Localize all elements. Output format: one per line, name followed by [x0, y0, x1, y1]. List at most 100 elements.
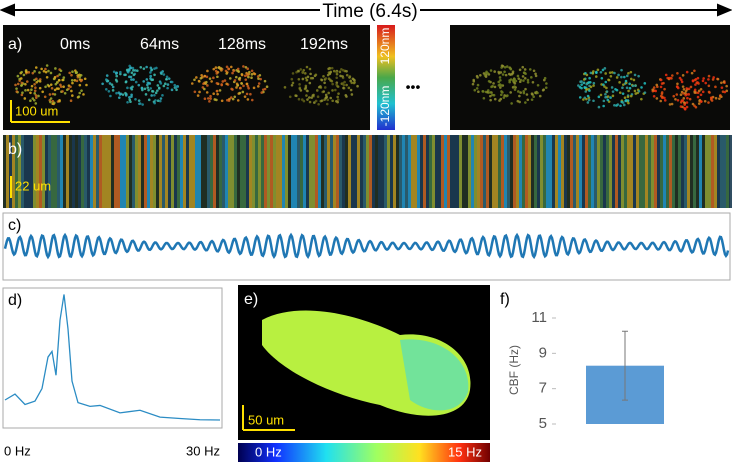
speckle — [586, 101, 590, 104]
speckle — [327, 77, 331, 81]
speckle — [206, 97, 210, 100]
speckle — [30, 88, 33, 92]
stripe — [537, 135, 540, 208]
stripe — [30, 135, 33, 208]
axis-label: 30 Hz — [186, 443, 220, 458]
speckle — [44, 70, 48, 74]
speckle — [619, 104, 622, 108]
speckle — [712, 76, 715, 79]
speckle — [627, 71, 630, 75]
speckle — [629, 70, 633, 74]
speckle — [691, 79, 695, 83]
speckle — [31, 97, 35, 100]
speckle — [119, 92, 123, 96]
stripe — [405, 135, 408, 208]
speckle — [345, 73, 349, 77]
speckle — [297, 97, 301, 101]
speckle — [660, 92, 664, 96]
speckle — [602, 104, 605, 108]
stripe — [60, 135, 63, 208]
speckle — [608, 71, 612, 74]
stripe — [564, 135, 567, 208]
stripe — [57, 135, 60, 208]
speckle — [315, 89, 319, 92]
speckle — [508, 80, 511, 84]
speckle — [696, 91, 700, 95]
speckle — [34, 102, 38, 105]
speckle — [245, 71, 248, 75]
speckle — [79, 79, 83, 83]
stripe — [702, 135, 705, 208]
speckle — [203, 87, 206, 91]
speckle — [298, 83, 301, 86]
speckle — [336, 85, 340, 88]
stripe — [192, 135, 195, 208]
speckle — [682, 92, 685, 95]
speckle — [34, 96, 38, 99]
speckle — [624, 99, 627, 103]
speckle — [35, 77, 38, 81]
speckle — [484, 75, 488, 78]
speckle — [208, 100, 211, 103]
speckle — [69, 85, 72, 89]
speckle — [604, 96, 607, 99]
speckle — [235, 86, 238, 89]
speckle — [477, 90, 480, 94]
speckle — [305, 78, 309, 82]
speckle — [245, 82, 249, 86]
speckle — [238, 91, 242, 95]
speckle — [108, 82, 112, 85]
speckle — [155, 66, 158, 70]
speckle — [130, 71, 134, 75]
speckle — [145, 65, 148, 69]
stripe — [120, 135, 123, 208]
speckle — [225, 82, 228, 86]
stripe — [633, 135, 636, 208]
speckle — [659, 85, 663, 89]
speckle — [137, 102, 141, 106]
stripe — [21, 135, 24, 208]
speckle — [137, 83, 141, 87]
stripe — [459, 135, 462, 208]
speckle — [228, 77, 232, 80]
stripe — [75, 135, 78, 208]
speckle — [193, 90, 197, 94]
speckle — [664, 73, 668, 77]
speckle — [130, 93, 133, 97]
speckle — [45, 75, 49, 79]
speckle — [310, 96, 314, 99]
speckle — [536, 83, 540, 87]
speckle — [500, 84, 503, 87]
speckle — [350, 81, 354, 85]
speckle — [492, 82, 495, 85]
stripe — [432, 135, 435, 208]
speckle — [209, 97, 212, 100]
stripe — [213, 135, 216, 208]
stripe — [657, 135, 660, 208]
speckle — [308, 96, 311, 99]
speckle — [54, 82, 58, 86]
speckle — [223, 79, 227, 82]
speckle — [337, 92, 340, 95]
stripe — [681, 135, 684, 208]
speckle — [126, 101, 129, 104]
stripe — [648, 135, 651, 208]
speckle — [219, 67, 223, 70]
speckle — [214, 66, 218, 69]
speckle — [157, 86, 161, 90]
stripe — [645, 135, 648, 208]
speckle — [668, 76, 672, 80]
stripe — [540, 135, 543, 208]
error-bar — [622, 330, 628, 401]
speckle — [324, 93, 328, 97]
speckle — [153, 101, 156, 105]
speckle — [124, 73, 127, 77]
speckle — [654, 89, 658, 93]
panel-label: e) — [244, 291, 258, 308]
speckle — [295, 94, 298, 98]
speckle — [611, 90, 615, 93]
stripe — [147, 135, 150, 208]
speckle — [536, 91, 539, 95]
stripe — [279, 135, 282, 208]
speckle — [216, 75, 219, 79]
